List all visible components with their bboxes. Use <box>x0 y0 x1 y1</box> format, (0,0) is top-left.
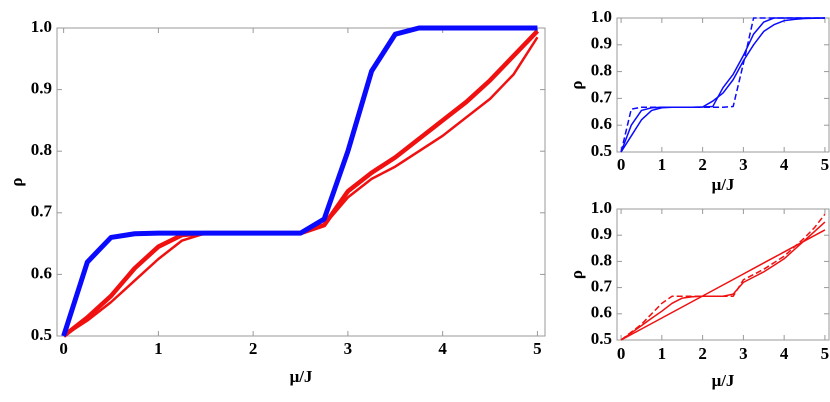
plot-frame <box>616 17 830 153</box>
x-tick-label: 5 <box>533 339 542 358</box>
x-axis-label: μ/J <box>712 175 735 194</box>
data-line <box>62 36 539 338</box>
y-tick-label: 0.7 <box>591 87 613 106</box>
y-axis-label: ρ <box>567 270 586 279</box>
x-tick-label: 1 <box>658 155 667 174</box>
x-tick-label: 2 <box>698 344 707 363</box>
y-tick-label: 0.7 <box>31 202 53 221</box>
data-line <box>620 213 826 341</box>
y-tick-label: 0.5 <box>31 325 52 344</box>
y-tick-label: 0.8 <box>591 250 612 269</box>
x-tick-label: 0 <box>617 344 626 363</box>
y-tick-label: 0.9 <box>31 79 52 98</box>
x-tick-label: 4 <box>438 339 447 358</box>
y-tick-label: 0.6 <box>31 263 52 282</box>
x-axis-label: μ/J <box>712 371 735 390</box>
plot-frame <box>56 27 546 337</box>
y-tick-label: 0.9 <box>591 34 612 53</box>
y-axis-label: ρ <box>567 80 586 89</box>
y-tick-label: 0.7 <box>591 277 613 296</box>
x-tick-label: 5 <box>821 155 830 174</box>
x-tick-label: 1 <box>154 339 163 358</box>
y-tick-label: 0.5 <box>591 329 612 348</box>
data-line <box>620 17 825 153</box>
y-tick-label: 1.0 <box>591 7 612 26</box>
y-tick-label: 0.6 <box>591 303 612 322</box>
x-tick-label: 4 <box>780 155 789 174</box>
y-tick-label: 1.0 <box>591 198 612 217</box>
y-tick-label: 0.5 <box>591 141 612 160</box>
plot-frame <box>616 208 830 341</box>
x-tick-label: 3 <box>344 339 353 358</box>
y-tick-label: 1.0 <box>31 17 52 36</box>
data-line <box>620 221 826 341</box>
data-line <box>61 25 538 337</box>
x-tick-label: 5 <box>821 344 830 363</box>
y-tick-label: 0.8 <box>591 61 612 80</box>
data-line <box>620 229 826 341</box>
x-tick-label: 3 <box>739 344 748 363</box>
x-tick-label: 2 <box>698 155 707 174</box>
data-line <box>620 17 825 153</box>
x-axis-label: μ/J <box>290 367 313 386</box>
y-tick-label: 0.6 <box>591 114 612 133</box>
x-tick-label: 4 <box>780 344 789 363</box>
x-tick-label: 0 <box>59 339 68 358</box>
x-tick-label: 3 <box>739 155 748 174</box>
y-axis-label: ρ <box>7 177 26 186</box>
x-tick-label: 1 <box>658 344 667 363</box>
x-tick-label: 0 <box>617 155 626 174</box>
data-line <box>62 29 540 338</box>
y-tick-label: 0.9 <box>591 224 612 243</box>
x-tick-label: 2 <box>249 339 258 358</box>
data-line <box>620 17 825 153</box>
y-tick-label: 0.8 <box>31 140 52 159</box>
